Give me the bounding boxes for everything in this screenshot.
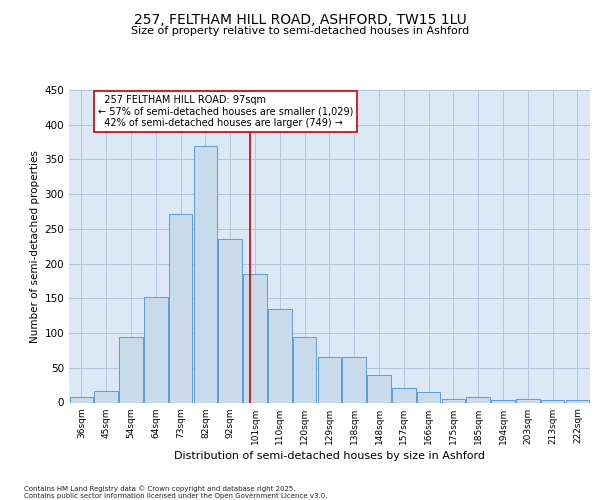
Text: Size of property relative to semi-detached houses in Ashford: Size of property relative to semi-detach… bbox=[131, 26, 469, 36]
Bar bbox=[442, 399, 465, 402]
X-axis label: Distribution of semi-detached houses by size in Ashford: Distribution of semi-detached houses by … bbox=[174, 450, 485, 460]
Bar bbox=[343, 358, 366, 403]
Text: Contains HM Land Registry data © Crown copyright and database right 2025.
Contai: Contains HM Land Registry data © Crown c… bbox=[24, 486, 328, 499]
Bar bbox=[367, 374, 391, 402]
Text: 257, FELTHAM HILL ROAD, ASHFORD, TW15 1LU: 257, FELTHAM HILL ROAD, ASHFORD, TW15 1L… bbox=[134, 12, 466, 26]
Text: 257 FELTHAM HILL ROAD: 97sqm
← 57% of semi-detached houses are smaller (1,029)
 : 257 FELTHAM HILL ROAD: 97sqm ← 57% of se… bbox=[98, 94, 353, 128]
Bar bbox=[541, 400, 565, 402]
Bar bbox=[194, 146, 217, 402]
Bar bbox=[417, 392, 440, 402]
Bar bbox=[94, 392, 118, 402]
Bar bbox=[566, 400, 589, 402]
Bar bbox=[268, 308, 292, 402]
Bar bbox=[119, 336, 143, 402]
Bar bbox=[243, 274, 267, 402]
Bar bbox=[491, 400, 515, 402]
Bar bbox=[317, 358, 341, 403]
Bar bbox=[516, 399, 539, 402]
Bar bbox=[466, 397, 490, 402]
Bar bbox=[293, 336, 316, 402]
Bar bbox=[218, 240, 242, 402]
Bar bbox=[392, 388, 416, 402]
Bar bbox=[169, 214, 193, 402]
Bar bbox=[70, 397, 93, 402]
Bar bbox=[144, 297, 167, 403]
Y-axis label: Number of semi-detached properties: Number of semi-detached properties bbox=[30, 150, 40, 342]
